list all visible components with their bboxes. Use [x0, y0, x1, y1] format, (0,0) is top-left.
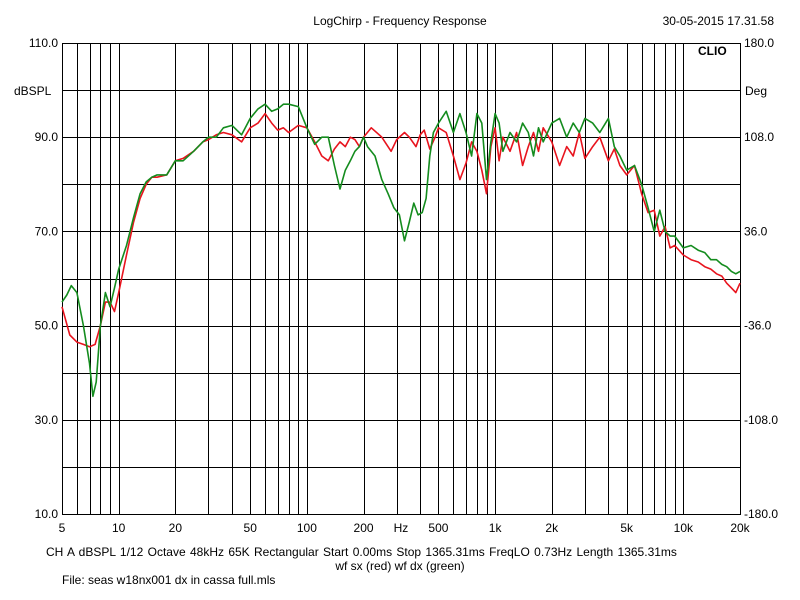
series-line-wf-dx: [61, 103, 741, 398]
grid: [62, 43, 741, 515]
x-axis-unit-label: Hz: [394, 521, 409, 535]
y-axis-label-left: dBSPL: [14, 84, 52, 98]
chart-title: LogChirp - Frequency Response: [313, 14, 487, 28]
tick-labels: 5 10 20 50 100 200 500 1k 2k 5k 10k 20k Hz 110.0 90.0 7…: [29, 36, 778, 535]
y-tick-label: 90.0: [35, 130, 59, 144]
x-tick-label: 2k: [545, 521, 559, 535]
x-tick-label: 1k: [489, 521, 503, 535]
measurement-parameters: CH A dBSPL 1/12 Octave 48kHz 65K Rectang…: [46, 545, 677, 559]
y-tick-label: 30.0: [35, 413, 59, 427]
y-tick-label: 110.0: [29, 36, 58, 50]
y-axis-label-right: Deg: [745, 84, 768, 98]
x-tick-label: 200: [354, 521, 374, 535]
y2-tick-label: 108.0: [744, 130, 774, 144]
y2-tick-label: -36.0: [744, 319, 772, 333]
x-tick-label: 20k: [730, 521, 750, 535]
y2-tick-label: 36.0: [744, 224, 768, 238]
x-tick-label: 20: [169, 521, 183, 535]
clio-logo: CLIO: [698, 44, 727, 58]
x-tick-label: 500: [428, 521, 448, 535]
y-tick-label: 10.0: [35, 507, 59, 521]
legend: wf sx (red) wf dx (green): [335, 559, 465, 573]
x-tick-label: 5: [59, 521, 66, 535]
plot-frame: [62, 43, 741, 515]
y-tick-label: 70.0: [35, 224, 59, 238]
timestamp: 30-05-2015 17.31.58: [662, 14, 774, 28]
y2-tick-label: -180.0: [744, 507, 778, 521]
y-tick-label: 50.0: [35, 319, 59, 333]
x-tick-label: 100: [297, 521, 317, 535]
x-tick-label: 5k: [620, 521, 634, 535]
x-tick-label: 10k: [674, 521, 694, 535]
y2-tick-label: -108.0: [744, 413, 778, 427]
series-line-wf-sx: [61, 112, 741, 348]
x-tick-label: 50: [244, 521, 258, 535]
x-tick-label: 10: [112, 521, 126, 535]
file-name: File: seas w18nx001 dx in cassa full.mls: [62, 573, 276, 587]
y2-tick-label: 180.0: [744, 36, 774, 50]
